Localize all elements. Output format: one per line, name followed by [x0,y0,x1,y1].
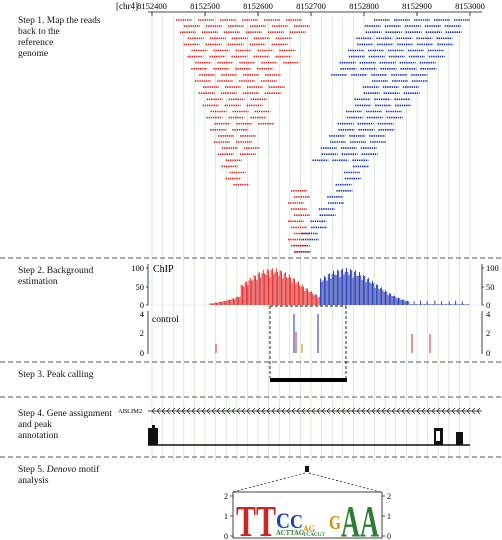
motif-y-tick-left: 2 [224,492,228,501]
chip-y-tick-right: 50 [486,282,495,292]
mapped-reads [176,19,470,253]
chip-y-tick-right: 100 [486,263,499,273]
section-separators [0,257,502,458]
motif-y-tick-left: 0 [224,532,228,540]
coordinate-tick-label: 8152700 [296,1,326,11]
motif-y-tick-right: 0 [387,532,391,540]
step5-italic: Denovo [46,465,77,475]
motif-zoom [232,466,381,493]
peak-region-box [269,305,347,378]
vertical-grid-lines [151,16,471,462]
coordinate-tick-label: 8152400 [137,1,167,11]
motif-letter-a1: A [341,497,360,540]
motif-letter-t1: T [236,497,256,540]
step1-label: Step 1. Map the reads back to the refere… [18,16,101,59]
coordinate-tick-label: 8152500 [190,1,220,11]
control-y-tick-right: 4 [486,309,491,319]
motif-y-tick-right: 2 [387,492,391,501]
control-y-tick-right: 2 [486,328,490,338]
motif-letter-c1: C [276,508,290,533]
chip-y-tick-left: 100 [131,263,144,273]
svg-text:TCACGT: TCACGT [303,533,326,538]
chip-y-tick-right: 0 [486,300,490,310]
motif-y-tick-right: 1 [387,512,391,521]
coordinate-tick-label: 8153000 [455,1,485,11]
control-y-tick-left: 0 [140,348,144,358]
motif-letter-g: G [329,512,341,534]
step3-label: Step 3. Peak calling [18,370,94,380]
step4-label: Step 4. Gene assignment and peak annotat… [18,409,112,441]
coordinate-tick-label: 8152800 [349,1,379,11]
motif-letter-t2: T [256,497,276,540]
control-y-tick-left: 2 [140,328,144,338]
step5-prefix: Step 5. [18,465,47,475]
motif-letter-c2: C [290,511,303,533]
coordinate-tick-label: 8152900 [402,1,432,11]
coordinate-tick-label: 8152600 [243,1,273,11]
step5-label: Step 5. Denovo motif analysis [18,465,99,487]
step5-suffix: motif analysis [18,465,100,486]
control-y-tick-left: 4 [140,309,145,319]
coordinate-ruler: [chr4] 8152400 8152500 8152600 8152700 81528… [116,1,485,16]
step2-label: Step 2. Background estimation [18,266,94,287]
control-y-tick-right: 0 [486,348,490,358]
called-peak-bar [270,378,347,382]
chip-y-tick-left: 0 [140,300,144,310]
control-label: control [152,315,179,325]
motif-letter-a2: A [360,497,379,540]
motif-y-tick-left: 1 [224,512,228,521]
chip-label: ChIP [153,264,174,275]
svg-text:AG: AG [303,524,315,534]
control-track: control 4 4 2 2 0 0 [140,309,491,358]
chip-y-tick-left: 50 [136,282,145,292]
chip-track: ChIP 100 100 50 50 0 0 [131,263,499,310]
gene-name-label: ABLIM2 [118,408,142,415]
motif-logo: 2 1 0 2 1 0 T T C C ACTTAG AG TCACGT G A A [224,491,391,540]
gene-annotation-track: ABLIM2 [118,407,482,446]
chromosome-label: [chr4] [116,1,138,11]
svg-text:ACTTAG: ACTTAG [276,529,305,537]
